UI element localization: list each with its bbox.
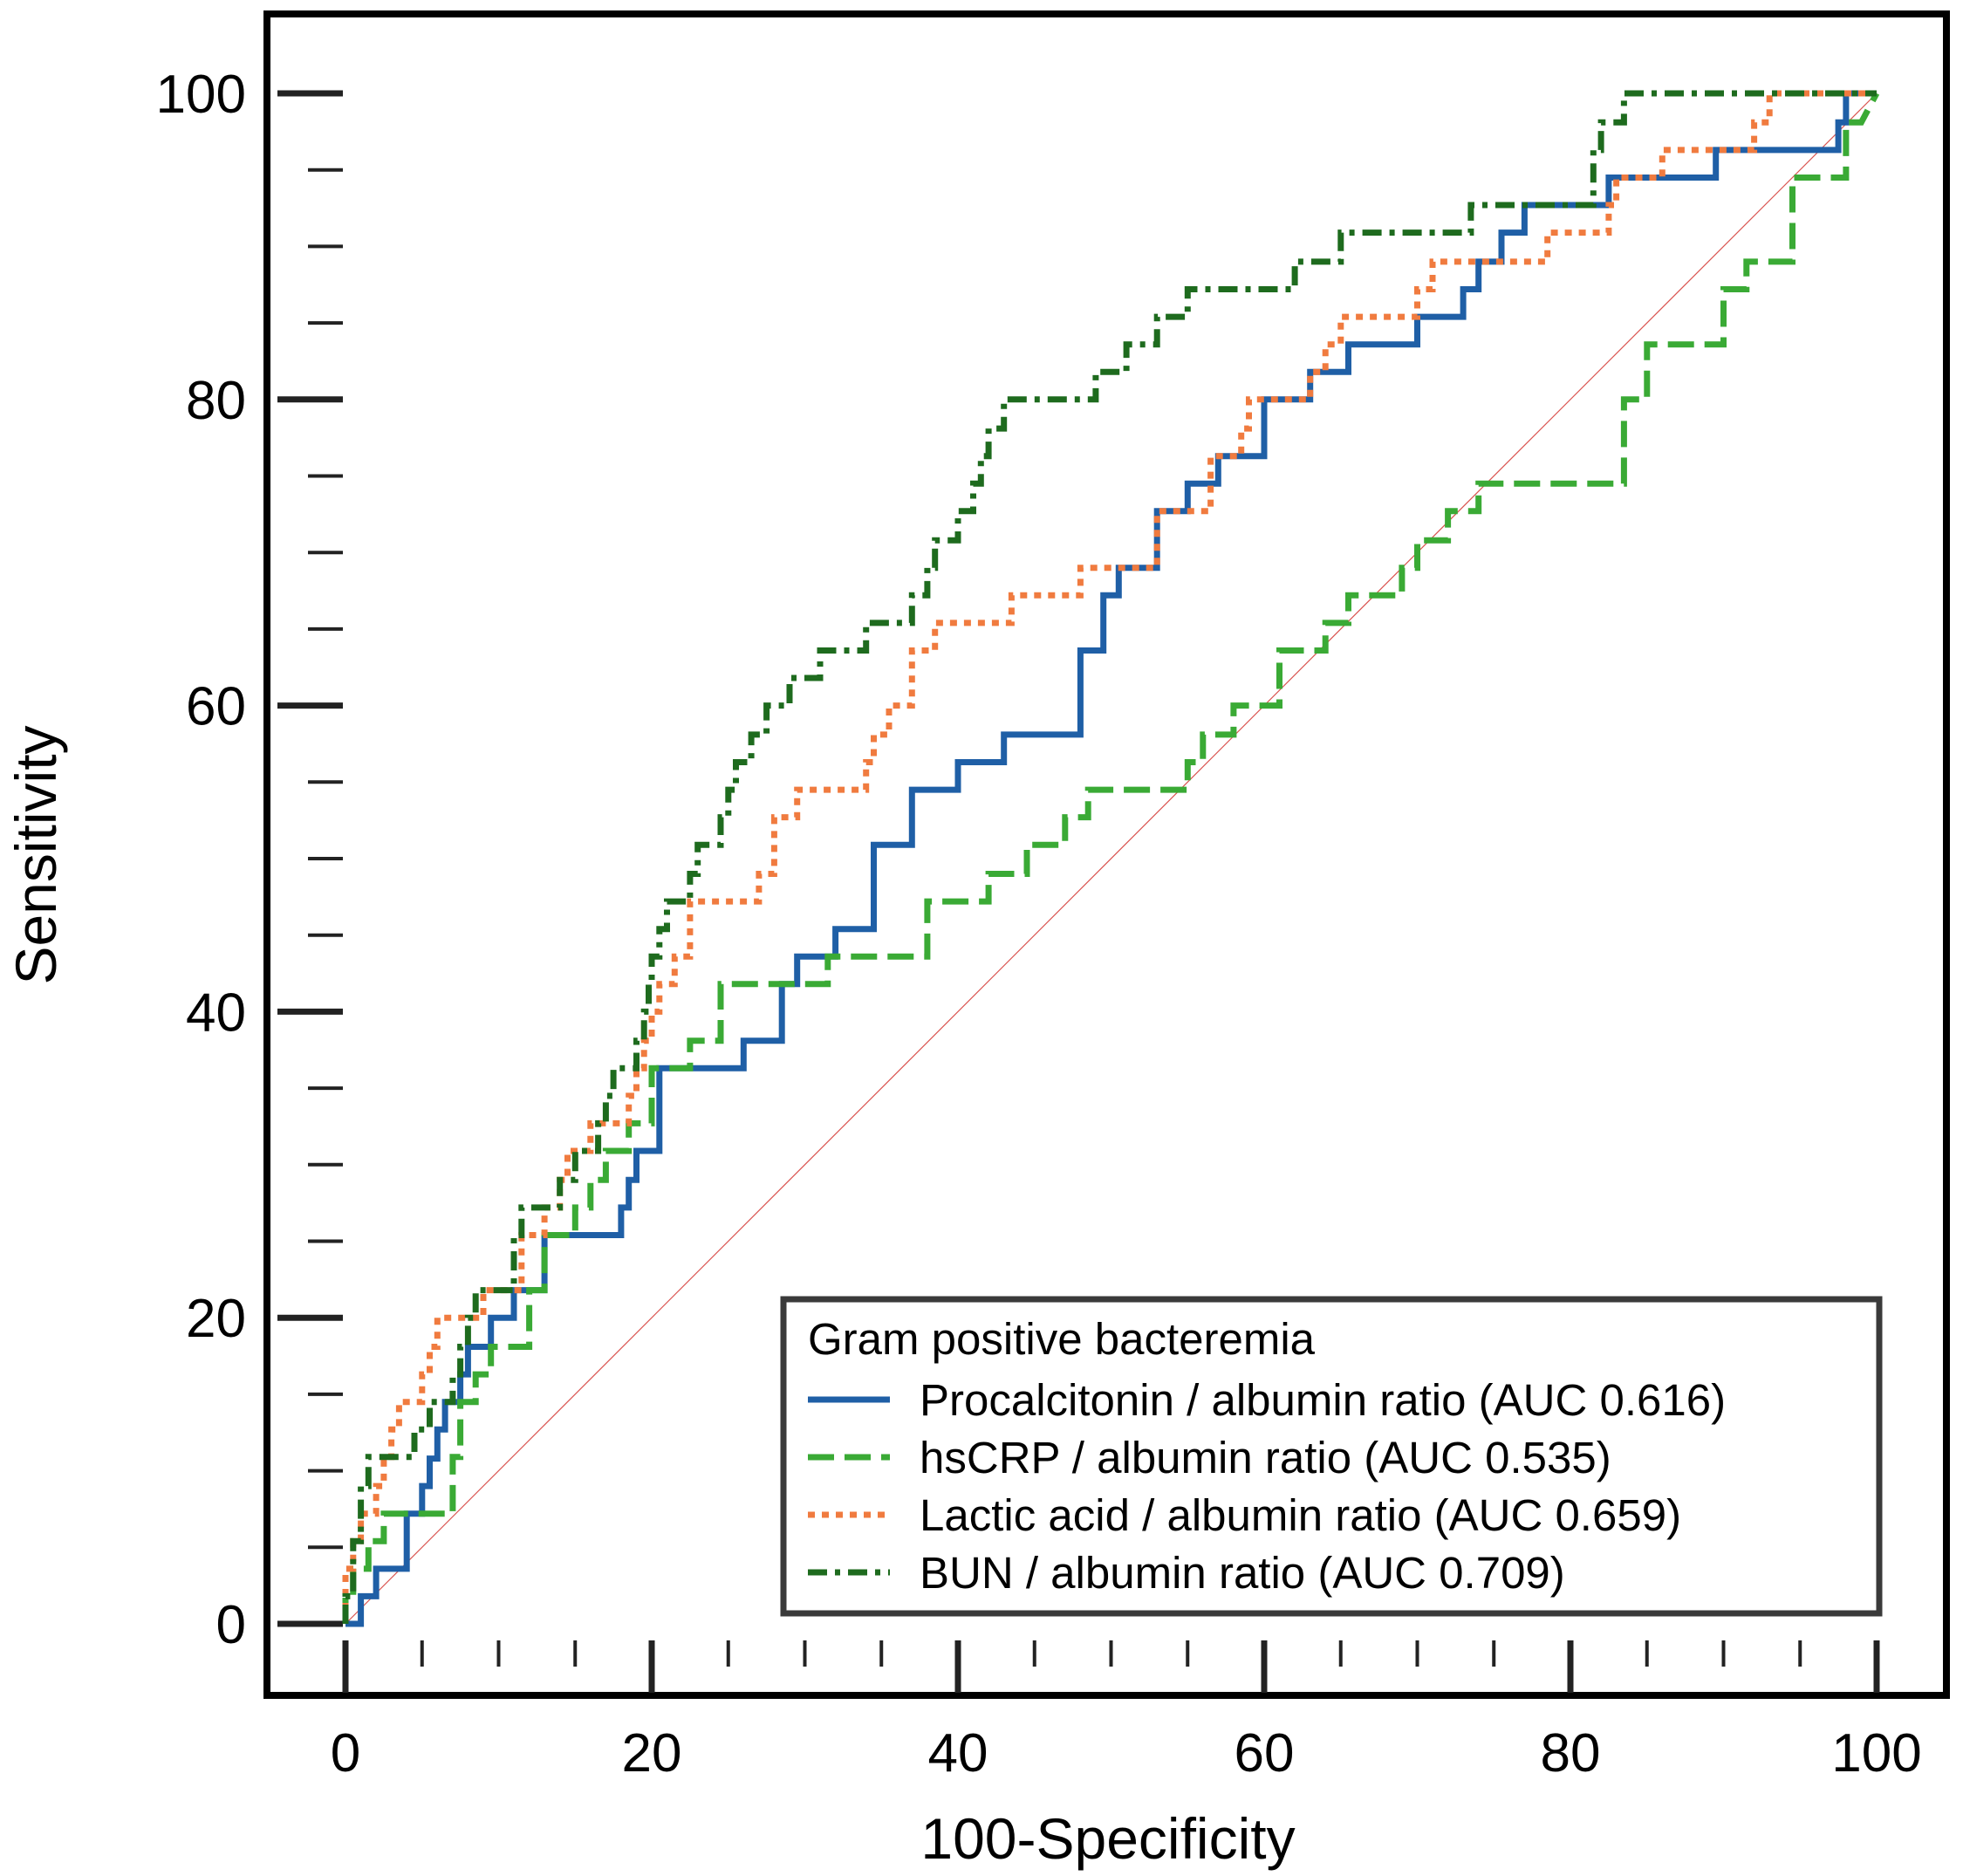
series-line-4: [342, 90, 1877, 1624]
series-line-2: [342, 92, 1880, 1624]
legend-title: Gram positive bacteremia: [808, 1314, 1316, 1364]
x-tick-label: 100: [1831, 1723, 1921, 1784]
y-tick-label: 100: [156, 65, 246, 125]
legend-label-3: Lactic acid / albumin ratio (AUC 0.659): [920, 1490, 1681, 1540]
y-tick-label: 60: [186, 677, 246, 737]
y-tick-label: 40: [186, 983, 246, 1043]
axis-ticks: [277, 90, 1880, 1693]
legend-label-2: hsCRP / albumin ratio (AUC 0.535): [920, 1433, 1611, 1482]
y-tick-label: 20: [186, 1289, 246, 1349]
y-tick-label: 80: [186, 371, 246, 431]
series-line-3: [342, 90, 1877, 1624]
legend-label-4: BUN / albumin ratio (AUC 0.709): [920, 1548, 1565, 1598]
x-tick-label: 60: [1235, 1723, 1295, 1784]
y-tick-label: 0: [216, 1595, 246, 1655]
series-lines: [342, 90, 1880, 1627]
x-tick-label: 80: [1541, 1723, 1601, 1784]
x-tick-label: 20: [622, 1723, 682, 1784]
legend-label-1: Procalcitonin / albumin ratio (AUC 0.616…: [920, 1375, 1726, 1425]
reference-diagonal-line: [345, 92, 1878, 1625]
legend: Gram positive bacteremia Procalcitonin /…: [780, 1296, 1883, 1617]
x-tick-label: 0: [331, 1723, 360, 1784]
y-axis-title: Sensitivity: [3, 725, 68, 984]
axis-tick-labels: 0 20 40 60 80 100 0 20 40 60 80 100: [156, 65, 1922, 1784]
plot-frame: [263, 10, 1950, 1699]
legend-entries: Procalcitonin / albumin ratio (AUC 0.616…: [808, 1375, 1726, 1598]
x-tick-label: 40: [928, 1723, 988, 1784]
x-axis-title: 100-Specificity: [920, 1806, 1295, 1871]
legend-box: [780, 1296, 1883, 1617]
